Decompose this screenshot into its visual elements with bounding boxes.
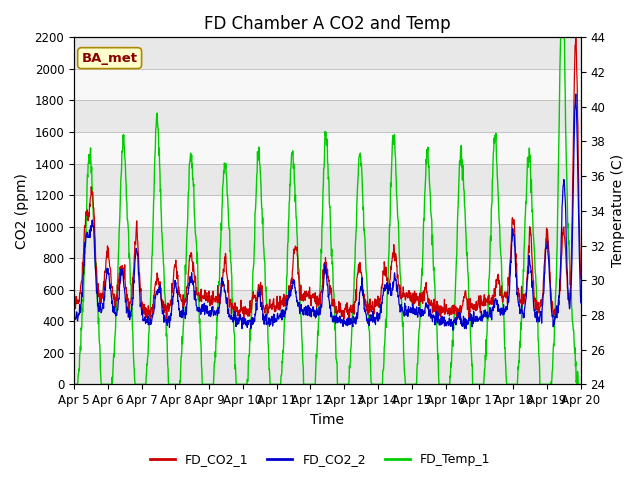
Bar — [74, 227, 580, 258]
Text: BA_met: BA_met — [82, 52, 138, 65]
Bar — [74, 195, 580, 227]
Bar — [74, 353, 580, 384]
Bar — [74, 321, 580, 353]
Bar — [74, 258, 580, 290]
Bar — [74, 290, 580, 321]
Bar — [74, 132, 580, 164]
X-axis label: Time: Time — [310, 413, 344, 427]
Title: FD Chamber A CO2 and Temp: FD Chamber A CO2 and Temp — [204, 15, 451, 33]
Bar — [74, 100, 580, 132]
Bar — [74, 37, 580, 69]
Y-axis label: CO2 (ppm): CO2 (ppm) — [15, 173, 29, 249]
Y-axis label: Temperature (C): Temperature (C) — [611, 154, 625, 267]
Bar — [74, 164, 580, 195]
Legend: FD_CO2_1, FD_CO2_2, FD_Temp_1: FD_CO2_1, FD_CO2_2, FD_Temp_1 — [145, 448, 495, 471]
Bar — [74, 69, 580, 100]
